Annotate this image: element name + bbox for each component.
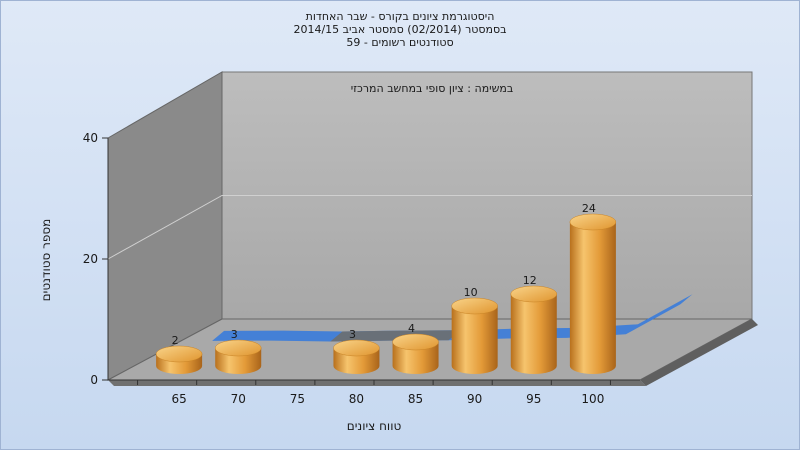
- floor-right-edge: [640, 319, 758, 386]
- bar-80: [333, 339, 380, 374]
- data-label-65: 2: [172, 334, 179, 347]
- data-label-100: 24: [582, 202, 596, 215]
- bar-95: [510, 285, 558, 374]
- bar-top: [392, 333, 439, 351]
- title-line-3: סטודנטים רשומים - 59: [346, 36, 454, 49]
- data-label-90: 10: [464, 286, 478, 299]
- bar-body: [451, 306, 498, 374]
- chart-title: היסטוגרמת ציונים בקורס - שבר האחדות בסמס…: [0, 10, 800, 49]
- x-tick-label-100: 100: [581, 392, 604, 406]
- x-tick-label-80: 80: [349, 392, 364, 406]
- x-tick-label-85: 85: [408, 392, 423, 406]
- bar-65: [155, 345, 203, 374]
- bar-body: [569, 222, 616, 374]
- title-line-1: היסטוגרמת ציונים בקורס - שבר האחדות: [305, 10, 495, 23]
- bar-top: [214, 339, 262, 357]
- bar-top: [155, 345, 203, 363]
- chart-grid: [107, 195, 752, 260]
- data-labels-group: 2 3 3 4 10 12 24: [172, 202, 596, 347]
- y-axis-title: מספר סטודנטים: [39, 219, 53, 302]
- bar-90: [451, 297, 498, 374]
- gridline-y-20: [107, 195, 752, 260]
- bar-85: [392, 333, 439, 374]
- x-tick-label-90: 90: [467, 392, 482, 406]
- chart-annotation: במשימה : ציון סופי במחשב המרכזי: [351, 82, 514, 95]
- y-tick-label-40: 40: [83, 131, 98, 145]
- x-tick-label-65: 65: [171, 392, 186, 406]
- title-line-2: בסמסטר (02/2014) סמסטר אביב 2014/15: [293, 23, 507, 36]
- axes-group: 0 20 40 65 70 75 80 85 90 95 100: [83, 131, 640, 406]
- y-tick-label-20: 20: [83, 252, 98, 266]
- y-tick-label-0: 0: [90, 373, 98, 387]
- bar-top: [569, 213, 617, 231]
- x-tick-label-95: 95: [526, 392, 541, 406]
- data-label-80: 3: [349, 328, 356, 341]
- data-label-70: 3: [231, 328, 238, 341]
- bars-group: [155, 213, 617, 374]
- bar-top: [510, 285, 558, 303]
- bar-100: [569, 213, 617, 374]
- floor-front-edge: [108, 380, 646, 386]
- x-tick-label-70: 70: [231, 392, 246, 406]
- x-tick-label-75: 75: [290, 392, 305, 406]
- data-label-85: 4: [408, 322, 415, 335]
- x-axis-title: טווח ציונים: [347, 419, 402, 433]
- bar-top: [451, 297, 498, 315]
- data-label-95: 12: [523, 274, 537, 287]
- bar-body: [392, 342, 439, 374]
- bar-70: [214, 339, 262, 374]
- bar-top: [333, 339, 380, 357]
- bar-body: [510, 294, 557, 374]
